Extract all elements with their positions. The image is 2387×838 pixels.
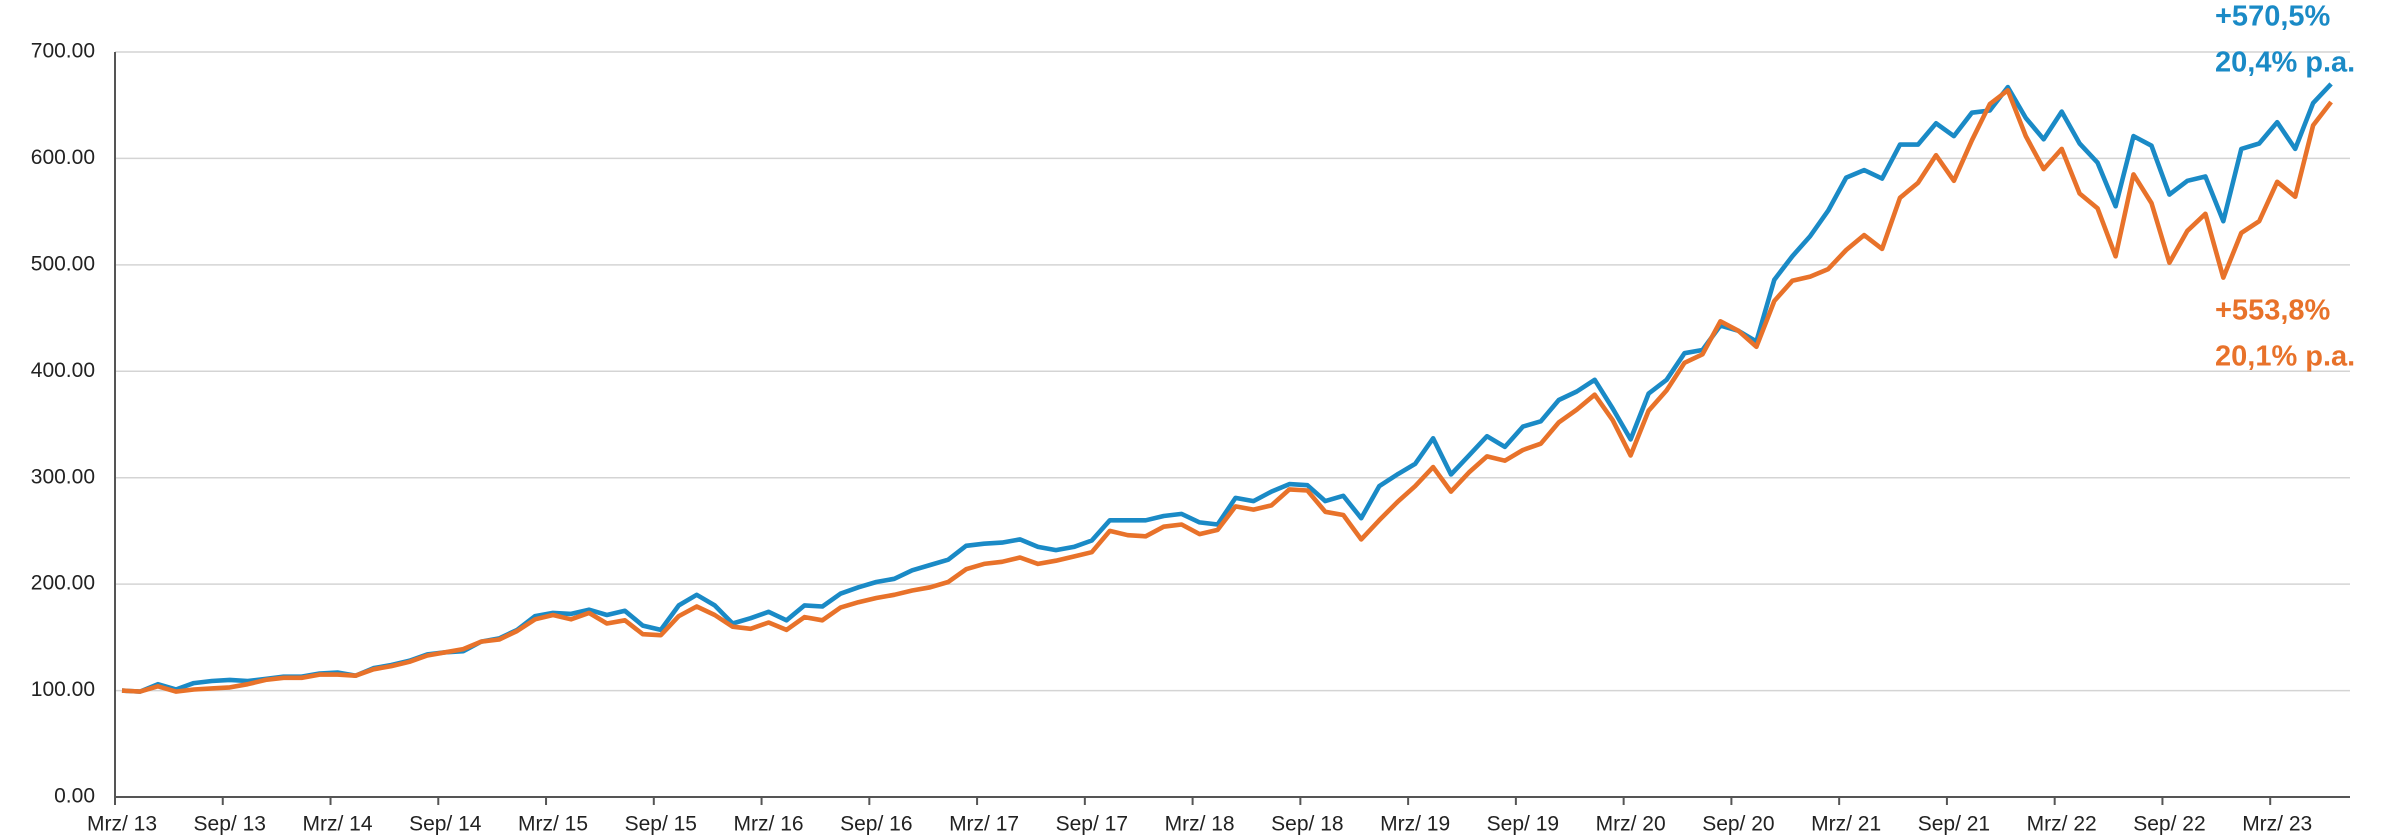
y-tick-label: 300.00 [31,465,95,488]
x-tick-label: Mrz/ 23 [2242,813,2312,836]
x-tick-label: Mrz/ 20 [1596,813,1666,836]
y-tick-label: 600.00 [31,146,95,169]
y-tick-label: 700.00 [31,40,95,63]
y-tick-label: 100.00 [31,678,95,701]
y-tick-label: 400.00 [31,359,95,382]
x-tick-label: Sep/ 15 [625,813,697,836]
series-line [121,88,2333,694]
annotation: 20,1% p.a. [2215,341,2355,373]
x-tick-label: Sep/ 16 [840,813,912,836]
x-tick-label: Mrz/ 16 [734,813,804,836]
x-tick-label: Mrz/ 13 [87,813,157,836]
x-tick-label: Sep/ 22 [2133,813,2205,836]
x-tick-label: Sep/ 20 [1702,813,1774,836]
x-tick-label: Sep/ 21 [1918,813,1990,836]
x-tick-label: Mrz/ 21 [1811,813,1881,836]
annotation: +553,8% [2215,295,2331,327]
x-tick-label: Mrz/ 22 [2027,813,2097,836]
x-tick-label: Mrz/ 15 [518,813,588,836]
series-line [121,82,2333,694]
y-tick-label: 500.00 [31,252,95,275]
x-tick-label: Sep/ 13 [194,813,266,836]
x-tick-label: Mrz/ 19 [1380,813,1450,836]
x-tick-label: Mrz/ 14 [303,813,373,836]
annotation: 20,4% p.a. [2215,47,2355,79]
x-tick-label: Sep/ 18 [1271,813,1343,836]
x-tick-label: Mrz/ 17 [949,813,1019,836]
x-tick-label: Mrz/ 18 [1165,813,1235,836]
x-tick-label: Sep/ 19 [1487,813,1559,836]
annotation: +570,5% [2215,1,2331,33]
x-tick-label: Sep/ 17 [1056,813,1128,836]
y-tick-label: 200.00 [31,572,95,595]
x-tick-label: Sep/ 14 [409,813,482,836]
y-tick-label: 0.00 [54,785,95,808]
